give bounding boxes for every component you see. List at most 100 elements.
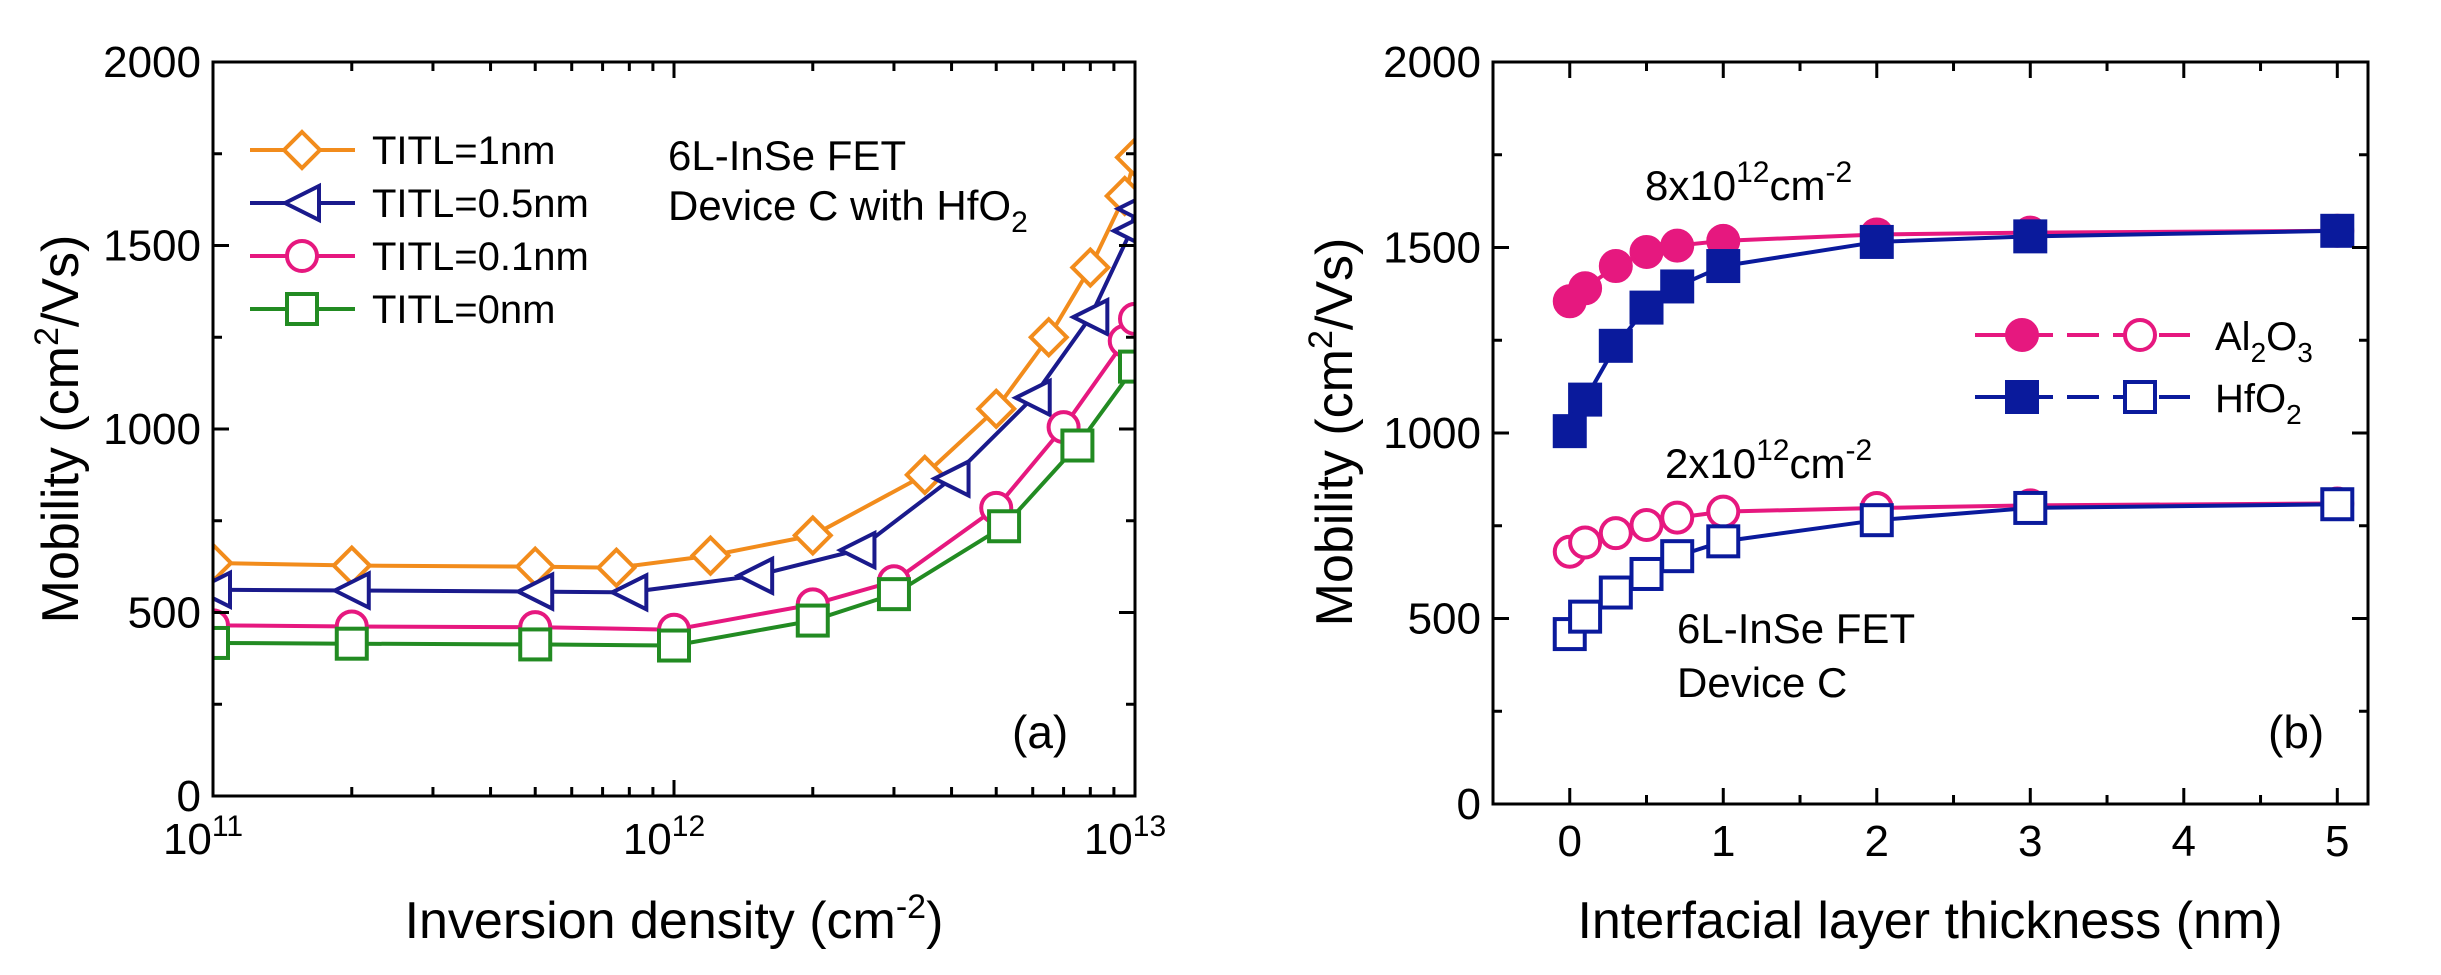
panel-a-legend-label: TITL=1nm xyxy=(372,129,555,173)
panel-a-data-point xyxy=(689,534,732,577)
panel-a-data-point xyxy=(930,458,971,499)
panel-b-legend-marker-filled xyxy=(2005,380,2039,414)
panel-b-annotation-device-c: Device C xyxy=(1677,659,1847,706)
panel-a-data-point xyxy=(1027,316,1070,359)
panel-b-legend-label-al2o3: Al2O3 xyxy=(2215,315,2313,368)
panel-b-data-point xyxy=(1660,539,1695,574)
panel-b-series-layer xyxy=(1552,213,2355,652)
panel-a-data-point xyxy=(213,625,230,660)
panel-b-frame xyxy=(1491,60,2370,806)
panel-b-legend xyxy=(1975,318,2190,414)
panel-b-data-point xyxy=(1629,556,1664,591)
panel-b-data-point xyxy=(1706,524,1741,559)
panel-b: 0 500 1000 1500 2000 0 1 2 3 4 5 Mobility (cm2/Vs)… xyxy=(1302,38,2370,950)
panel-b-xtick-label: 4 xyxy=(2172,817,2196,866)
panel-b-data-point xyxy=(1598,328,1633,363)
panel-a-frame xyxy=(211,60,1137,798)
panel-a-legend: TITL=1nm TITL=0.5nm TITL=0.1nm TITL=0nm xyxy=(250,129,589,332)
panel-a-data-point xyxy=(1118,301,1135,336)
panel-a-xtick-label: 1013 xyxy=(1084,810,1166,864)
panel-a-ticks-layer: 0 500 1000 1500 2000 1011 1012 1013 xyxy=(103,38,1166,864)
panel-b-data-point xyxy=(1568,599,1603,634)
panel-b-data-point xyxy=(1706,494,1741,529)
panel-a: 0 500 1000 1500 2000 1011 1012 1013 Mobility (c… xyxy=(28,38,1166,950)
panel-a-data-point xyxy=(975,387,1018,430)
panel-b-data-point xyxy=(2320,487,2355,522)
panel-a-series-line xyxy=(213,318,1135,632)
panel-b-data-point xyxy=(1706,249,1741,284)
panel-b-data-point xyxy=(1598,516,1633,551)
panel-b-data-point xyxy=(1859,224,1894,259)
panel-a-data-point xyxy=(1113,198,1135,220)
panel-a-xlabel: Inversion density (cm-2) xyxy=(405,888,944,950)
panel-a-annotation-device: 6L-InSe FET xyxy=(668,132,906,179)
panel-a-data-point xyxy=(835,529,877,571)
panel-b-data-point xyxy=(1568,525,1603,560)
panel-a-legend-marker xyxy=(280,182,321,224)
panel-b-data-point xyxy=(1629,508,1664,543)
panel-b-legend-marker-open xyxy=(2123,318,2157,352)
panel-a-data-point xyxy=(876,577,911,612)
panel-a-legend-label: TITL=0.1nm xyxy=(372,235,589,279)
panel-a-data-point xyxy=(1011,377,1052,419)
panel-a-xtick-label: 1011 xyxy=(163,810,243,864)
panel-a-ytick-label: 2000 xyxy=(103,38,201,87)
panel-b-annotation-low-density: 2x1012cm-2 xyxy=(1665,434,1872,487)
panel-a-data-point xyxy=(213,569,232,610)
panel-a-ytick-label: 1000 xyxy=(103,405,201,454)
panel-a-data-point xyxy=(607,572,649,613)
panel-a-data-point xyxy=(795,603,830,638)
panel-a-series-layer xyxy=(213,136,1135,663)
panel-a-ytick-label: 500 xyxy=(128,589,201,638)
panel-b-data-point xyxy=(1598,575,1633,610)
panel-b-data-point xyxy=(1568,382,1603,417)
panel-b-xtick-label: 0 xyxy=(1558,817,1582,866)
panel-b-ytick-label: 2000 xyxy=(1383,38,1481,87)
panel-a-data-point xyxy=(518,627,553,662)
panel-a-xtick-label: 1012 xyxy=(623,810,705,864)
panel-a-ylabel: Mobility (cm2/Vs) xyxy=(28,235,90,624)
panel-a-data-point xyxy=(733,555,775,597)
panel-b-xlabel: Interfacial layer thickness (nm) xyxy=(1577,892,2282,950)
panel-a-ytick-label: 0 xyxy=(177,772,201,821)
panel-a-data-point xyxy=(1069,246,1112,289)
panel-b-label: (b) xyxy=(2268,706,2324,758)
panel-b-ytick-label: 1000 xyxy=(1383,409,1481,458)
panel-b-data-point xyxy=(2320,213,2355,248)
panel-b-ytick-label: 0 xyxy=(1457,780,1481,829)
panel-a-data-point xyxy=(903,454,946,496)
panel-a-legend-label: TITL=0nm xyxy=(372,288,555,332)
panel-b-data-point xyxy=(1660,500,1695,535)
panel-a-label: (a) xyxy=(1012,706,1068,758)
panel-b-xtick-label: 5 xyxy=(2325,817,2349,866)
panel-b-legend-label-hfo2: HfO2 xyxy=(2215,377,2302,430)
panel-b-data-point xyxy=(2013,219,2048,254)
panel-a-data-point xyxy=(657,628,691,663)
panel-a-data-point xyxy=(1060,428,1095,463)
panel-a-plot-area xyxy=(213,136,1135,663)
panel-a-data-point xyxy=(334,626,369,661)
panel-b-data-point xyxy=(1568,271,1603,306)
panel-b-xtick-label: 3 xyxy=(2018,817,2042,866)
panel-a-data-point xyxy=(1109,218,1135,244)
panel-b-annotation-device: 6L-InSe FET xyxy=(1677,605,1915,652)
panel-a-legend-marker xyxy=(285,292,319,326)
panel-a-legend-marker xyxy=(281,129,323,171)
panel-b-annotation-high-density: 8x1012cm-2 xyxy=(1645,156,1852,209)
panel-a-data-point xyxy=(330,570,371,611)
panel-a-legend-label: TITL=0.5nm xyxy=(372,182,589,226)
panel-b-data-point xyxy=(1629,290,1664,325)
panel-b-xtick-label: 1 xyxy=(1711,817,1735,866)
panel-b-legend-marker-open xyxy=(2123,380,2157,414)
panel-a-data-point xyxy=(791,514,834,557)
panel-a-annotation-dielectric: Device C with HfO2 xyxy=(668,182,1028,239)
panel-a-data-point xyxy=(1114,136,1135,179)
panel-b-data-point xyxy=(1552,414,1587,449)
panel-b-data-point xyxy=(1859,503,1894,538)
panel-a-data-point xyxy=(513,571,555,612)
panel-a-legend-marker xyxy=(285,239,319,273)
panel-a-data-point xyxy=(1068,296,1110,338)
panel-b-xtick-label: 2 xyxy=(1865,817,1889,866)
panel-b-data-point xyxy=(1598,249,1633,284)
